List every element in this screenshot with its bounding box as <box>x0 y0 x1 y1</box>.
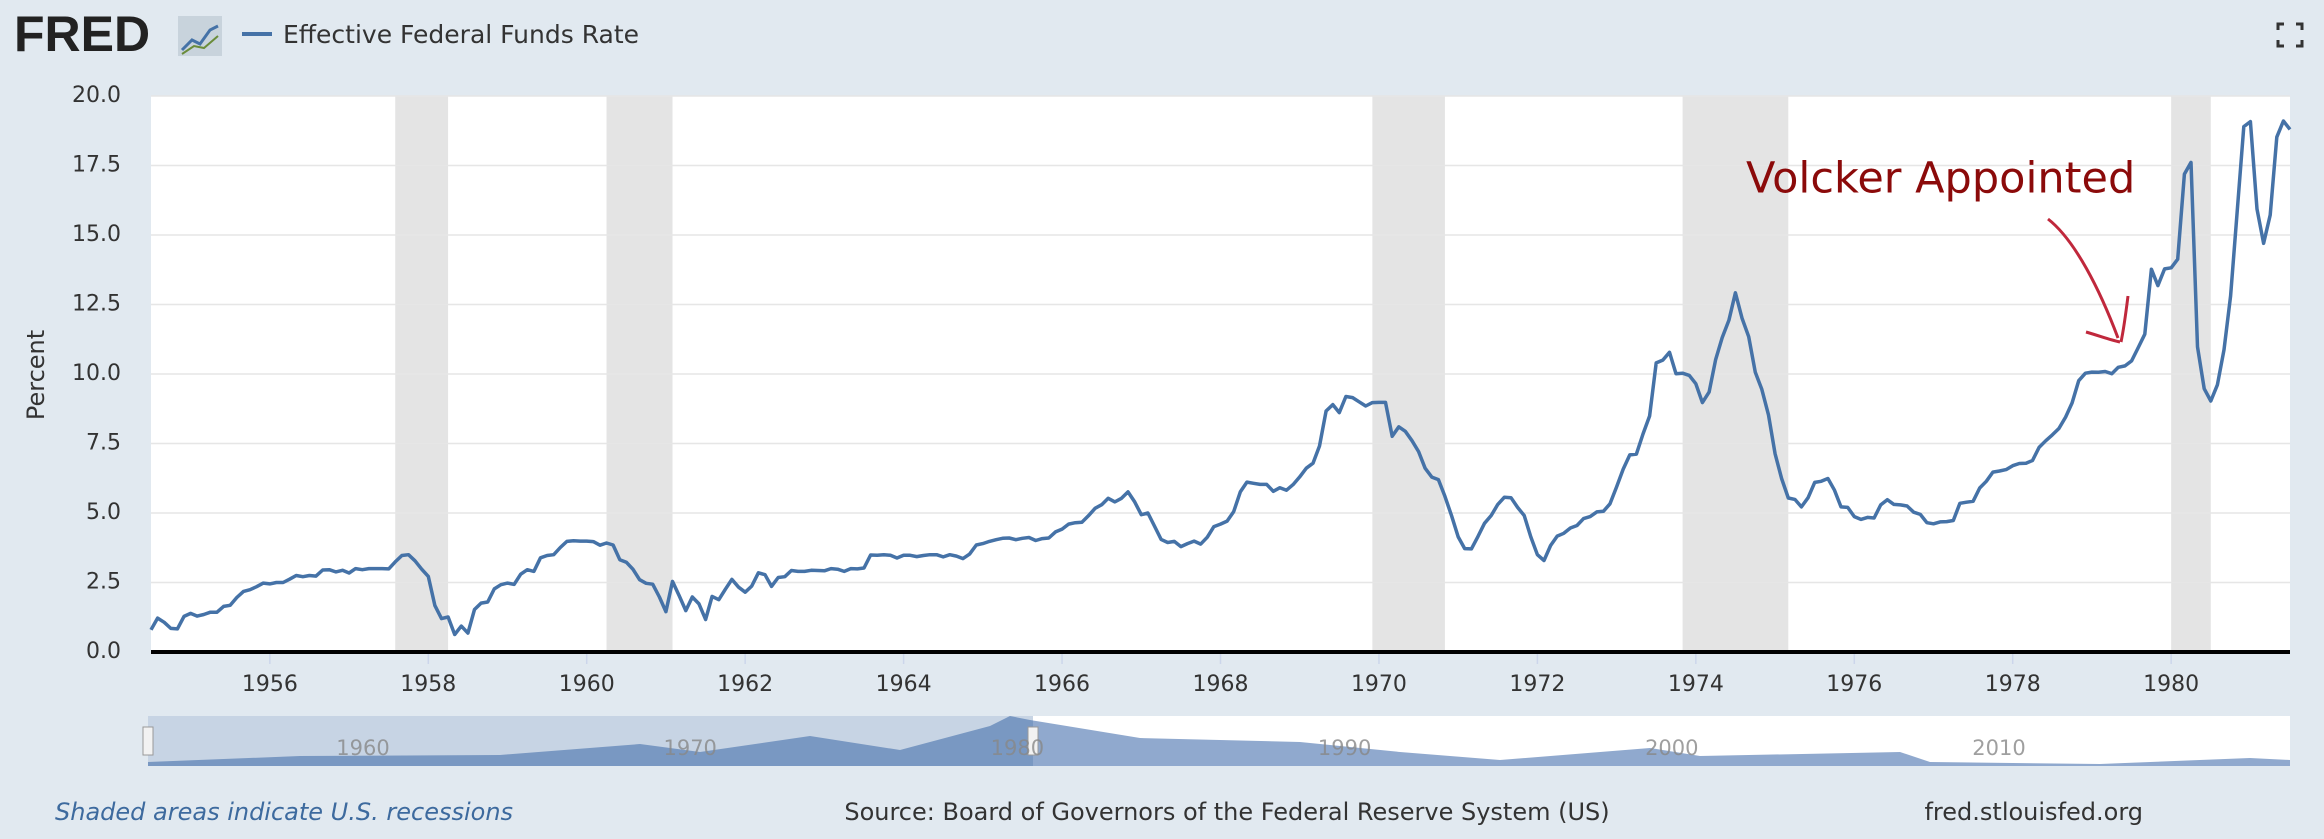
y-tick-label: 0.0 <box>86 639 121 664</box>
fullscreen-button[interactable] <box>2276 22 2304 48</box>
x-tick-label: 1962 <box>717 672 773 697</box>
y-tick-label: 5.0 <box>86 500 121 525</box>
recession-note: Shaded areas indicate U.S. recessions <box>55 798 513 826</box>
navigator-handle[interactable] <box>142 726 154 756</box>
navigator-label: 1970 <box>663 736 716 760</box>
x-tick-label: 1960 <box>559 672 615 697</box>
y-tick-label: 2.5 <box>86 570 121 595</box>
y-axis-label: Percent <box>22 330 50 420</box>
legend-label: Effective Federal Funds Rate <box>283 20 639 49</box>
x-tick-label: 1964 <box>876 672 932 697</box>
navigator-series <box>148 716 2290 766</box>
x-tick-label: 1974 <box>1668 672 1724 697</box>
x-tick-label: 1958 <box>400 672 456 697</box>
navigator-label: 1980 <box>991 736 1044 760</box>
navigator-label: 1990 <box>1318 736 1371 760</box>
x-tick-label: 1966 <box>1034 672 1090 697</box>
x-tick-label: 1970 <box>1351 672 1407 697</box>
x-tick-label: 1972 <box>1509 672 1565 697</box>
navigator-label: 2010 <box>1972 736 2025 760</box>
source: Source: Board of Governors of the Federa… <box>844 798 1609 826</box>
site-link[interactable]: fred.stlouisfed.org <box>1924 798 2143 826</box>
y-tick-label: 20.0 <box>72 83 121 108</box>
x-tick-label: 1968 <box>1193 672 1249 697</box>
navigator-label: 1960 <box>336 736 389 760</box>
navigator-label: 2000 <box>1645 736 1698 760</box>
navigator-handle[interactable] <box>1027 726 1039 756</box>
annotation: Volcker Appointed <box>1746 154 2135 204</box>
annotation-arrow <box>2047 217 2130 344</box>
logo: FRED <box>14 6 150 62</box>
logo-icon <box>178 16 222 56</box>
y-tick-label: 10.0 <box>72 361 121 386</box>
series-line <box>149 119 2292 637</box>
y-tick-label: 12.5 <box>72 292 121 317</box>
y-tick-label: 17.5 <box>72 153 121 178</box>
y-tick-label: 15.0 <box>72 222 121 247</box>
y-tick-label: 7.5 <box>86 431 121 456</box>
x-tick-label: 1976 <box>1826 672 1882 697</box>
navigator-selection[interactable] <box>148 716 1033 766</box>
x-tick-label: 1978 <box>1985 672 2041 697</box>
x-tick-label: 1980 <box>2143 672 2199 697</box>
x-tick-label: 1956 <box>242 672 298 697</box>
